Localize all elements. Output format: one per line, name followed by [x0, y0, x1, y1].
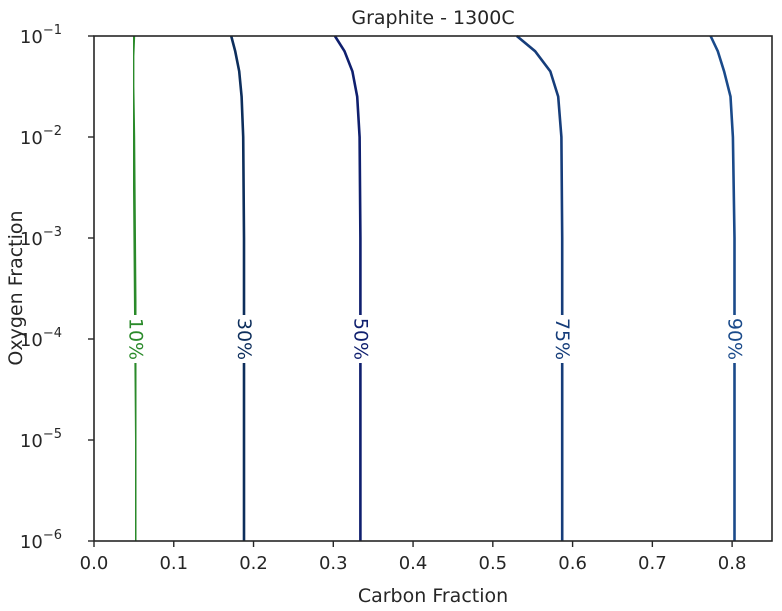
x-tick-label: 0.5: [479, 553, 508, 574]
contour-label: 30%: [233, 318, 255, 360]
contour-line: [515, 34, 564, 541]
x-tick-label: 0.0: [80, 553, 109, 574]
y-axis: 10−6 10−5 10−4 10−3 10−2 10−1: [20, 23, 94, 553]
contour-line: [131, 35, 138, 541]
y-tick-label: 10−5: [20, 427, 62, 452]
contour-label: 50%: [349, 318, 371, 360]
y-tick-label: 10−4: [20, 326, 62, 351]
y-tick-label: 10−3: [20, 225, 62, 250]
contour-line: [333, 35, 362, 541]
contour-line: [229, 35, 246, 541]
plot-frame: [93, 35, 773, 542]
x-tick-label: 0.4: [399, 553, 428, 574]
x-tick-label: 0.6: [558, 553, 587, 574]
y-tick-label: 10−2: [20, 124, 62, 149]
x-tick-label: 0.1: [159, 553, 188, 574]
x-tick-label: 0.3: [319, 553, 348, 574]
contour-label: 75%: [551, 318, 573, 360]
y-tick-label: 10−1: [20, 23, 62, 48]
contour-line: [709, 35, 736, 541]
x-tick-label: 0.7: [638, 553, 667, 574]
x-tick-label: 0.8: [718, 553, 747, 574]
x-axis: 0.0 0.1 0.2 0.3 0.4 0.5 0.6 0.7 0.8: [80, 541, 747, 574]
y-tick-label: 10−6: [20, 528, 62, 553]
y-axis-title: Oxygen Fraction: [5, 210, 27, 365]
plot-area: 10% 30% 50% 75% 90%: [124, 34, 746, 541]
contour-label: 10%: [124, 318, 146, 360]
x-tick-label: 0.2: [239, 553, 268, 574]
contour-label: 90%: [724, 318, 746, 360]
x-axis-title: Carbon Fraction: [358, 585, 508, 607]
chart-title: Graphite - 1300C: [351, 7, 514, 29]
